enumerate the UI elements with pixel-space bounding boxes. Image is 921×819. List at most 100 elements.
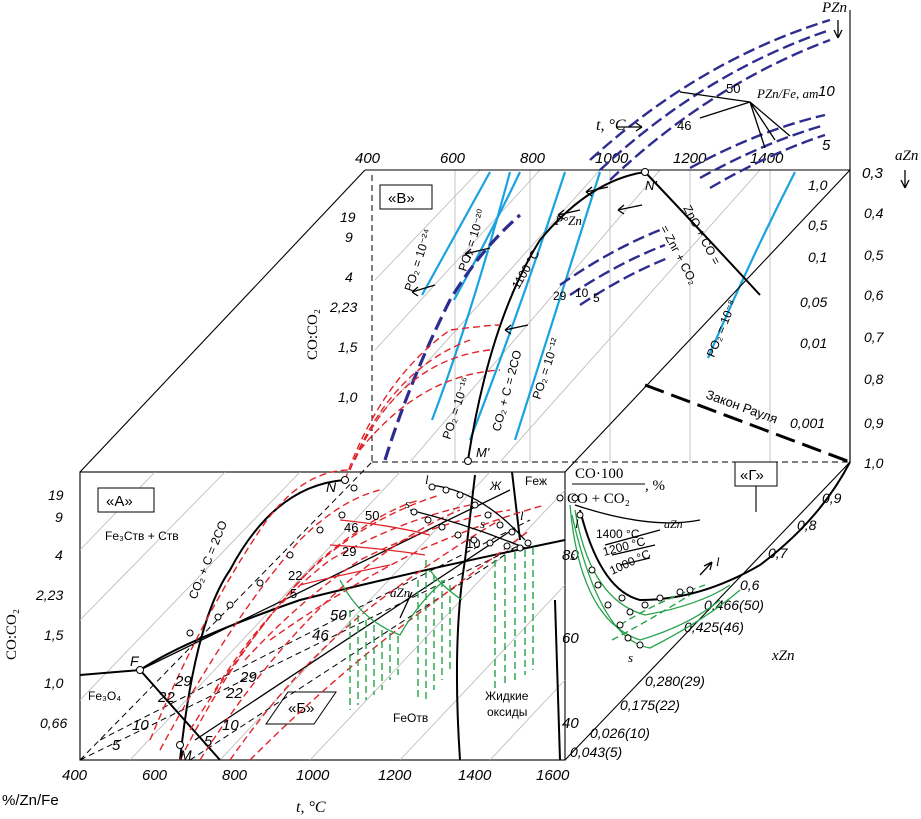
back-x-tick: 600 — [440, 150, 466, 167]
diagram-mark — [244, 509, 511, 661]
back-x-tick: 1200 — [673, 150, 707, 167]
diagram-mark — [79, 471, 566, 761]
diagram-mark — [79, 471, 226, 621]
po2-label-12: PO₂ = 10⁻¹² — [530, 336, 563, 401]
diagram-label: s — [628, 650, 633, 665]
diagram-mark — [486, 539, 494, 547]
diagram-label: 29 — [342, 544, 356, 559]
azn-tick: 0,001 — [790, 415, 825, 431]
diagram-mark — [619, 584, 706, 626]
diagram-mark — [636, 641, 644, 649]
back-x-ticks: 400 600 800 1000 1200 1400 t, °C — [355, 117, 784, 167]
reaction-boudouard-back: CO₂ + C = 2CO — [489, 349, 524, 433]
diagram-mark — [470, 536, 478, 544]
diagram-mark — [97, 487, 155, 513]
diagram-mark — [349, 339, 471, 471]
diagram-mark — [454, 531, 462, 539]
diagram-label: 0,175(22) — [620, 697, 680, 713]
diagram-label: 5 — [290, 586, 297, 601]
left-y-title: CO:CO₂ — [4, 609, 20, 660]
diagram-mark — [256, 579, 264, 587]
diagram-label: 0,280(29) — [645, 673, 705, 689]
diagram-mark — [338, 511, 346, 519]
front-panel: 400 600 800 1000 1200 1400 1600 %/Zn/Fe … — [2, 469, 570, 816]
pct-title-den: CO + CO₂ — [567, 491, 630, 507]
diagram-mark — [399, 584, 566, 761]
diagram-mark — [516, 544, 524, 552]
bottom-x-title: t, °C — [296, 799, 326, 816]
diagram-mark — [554, 599, 561, 761]
side-dots — [571, 494, 694, 649]
azn-title: aZn — [895, 148, 918, 164]
diagonal-black-2 — [194, 527, 516, 741]
liquid-oxides-1: Жидкие — [485, 689, 529, 703]
diagram-mark — [214, 504, 471, 691]
diagram-mark — [428, 483, 436, 491]
diagram-mark — [571, 494, 579, 502]
diagram-label: 0,8 — [864, 371, 884, 387]
diagram-label: 46 — [344, 520, 358, 535]
side-activity-curve-2 — [574, 504, 701, 524]
diagram-label: 50 — [365, 508, 379, 523]
diagram-mark — [699, 123, 826, 180]
diagram-mark — [609, 38, 831, 181]
pzn-tick: 5 — [822, 137, 831, 154]
diagram-mark — [574, 509, 731, 616]
diagram-mark — [569, 243, 666, 297]
diagram-label: «Г» — [740, 467, 764, 484]
diagram-mark — [424, 516, 432, 524]
diagram-label: 29 — [239, 669, 257, 686]
diagram-label: 0,043(5) — [570, 744, 622, 760]
po2-isobar-8 — [706, 171, 796, 359]
back-x-tick: 800 — [520, 150, 546, 167]
diagram-mark — [618, 594, 626, 602]
diagram-mark — [588, 566, 596, 574]
diagram-mark — [689, 113, 826, 170]
azn-tick: 0,01 — [800, 335, 827, 351]
po2-isobar-16b — [468, 171, 567, 441]
diagram-label: 0,7 — [768, 545, 789, 561]
diagram-label: 0,6 — [740, 577, 760, 593]
pzn-tick: 10 — [818, 83, 835, 100]
diagram-mark — [442, 486, 450, 494]
feo-fe-boundary — [139, 539, 566, 671]
diagram-label: s — [570, 548, 575, 563]
diagram-mark — [186, 629, 194, 637]
diagram-label: l — [520, 508, 524, 523]
diagram-mark — [359, 369, 501, 451]
left-y-tick: 9 — [55, 509, 63, 525]
azn-scale: aZn 0,3 1,0 0,5 0,1 0,05 0,01 0,001 0,4 … — [790, 148, 918, 471]
back-y-tick: 1,5 — [338, 339, 358, 355]
point-N-label: N — [326, 479, 337, 495]
diagram-mark — [339, 519, 431, 536]
fe3o4-label: Fe₃O₄ — [88, 689, 121, 703]
diagram-mark — [699, 561, 713, 576]
pct-title-num: CO·100 — [575, 466, 623, 482]
zh-label: Ж — [489, 479, 502, 493]
diagram-mark — [374, 169, 481, 281]
diagram-label: 0,9 — [864, 415, 884, 431]
diagram-mark — [214, 613, 222, 621]
point-M — [176, 741, 184, 749]
diagram-label: 0,4 — [864, 205, 884, 221]
back-panel: 400 600 800 1000 1200 1400 t, °C 19 9 4 … — [305, 117, 851, 481]
diagram-mark — [626, 608, 634, 616]
diagram-mark — [508, 528, 516, 536]
diagram-label: 0,425(46) — [684, 619, 744, 635]
bottom-x-tick: 1000 — [296, 767, 330, 784]
diagram-mark — [409, 509, 526, 549]
diagram-mark — [265, 691, 337, 725]
back-x-tick: 400 — [355, 150, 381, 167]
diagram-mark — [410, 508, 418, 516]
diagram-mark — [579, 256, 669, 306]
diagram-mark — [129, 471, 401, 761]
p-zn-deg-label: P°Zn — [554, 213, 582, 228]
diagram-mark — [399, 591, 413, 619]
point-Mp-label: M' — [476, 445, 490, 460]
diagram-mark — [656, 594, 664, 602]
diagram-mark — [569, 504, 721, 641]
a-zn-side-label: aZn — [664, 517, 683, 531]
po2-isobar-12 — [513, 171, 602, 441]
point-N — [341, 476, 349, 484]
left-y-tick: 0,66 — [40, 715, 67, 731]
